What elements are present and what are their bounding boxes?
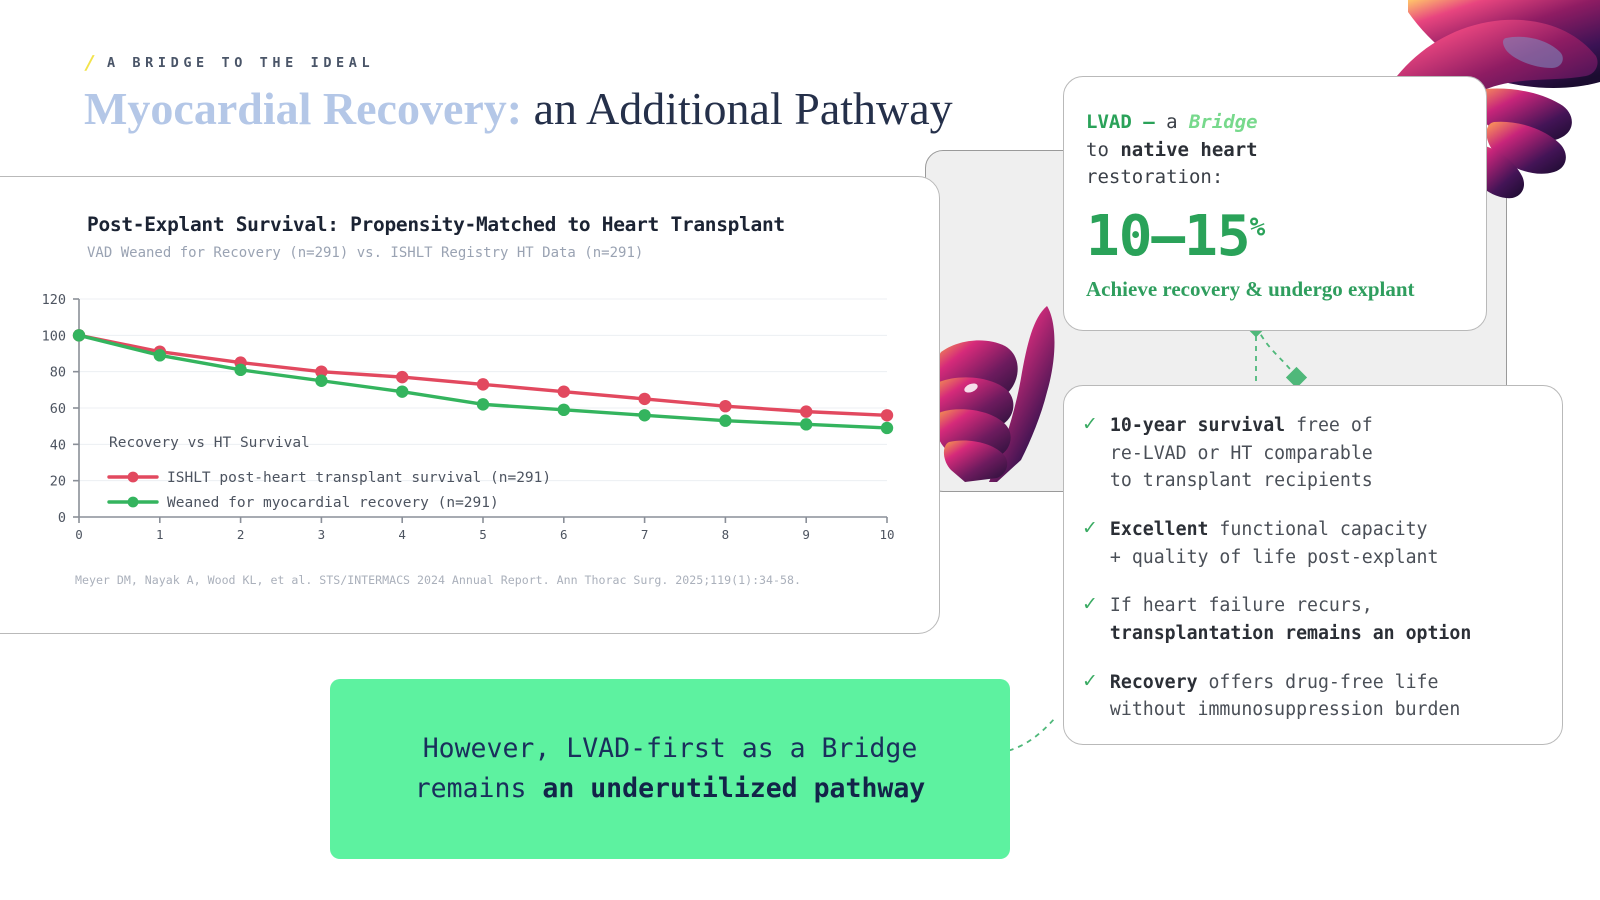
stat-lede: LVAD — a Bridge to native heart restorat… <box>1086 109 1472 192</box>
checklist-item: ✓ If heart failure recurs, transplantation… <box>1082 592 1544 647</box>
chart-data-point <box>234 363 247 377</box>
eyebrow-label: A BRIDGE TO THE IDEAL <box>106 55 375 71</box>
y-tick-label: 120 <box>42 292 66 308</box>
check-icon: ✓ <box>1082 593 1098 616</box>
chart-data-point <box>719 414 732 427</box>
checklist-emphasis: Recovery <box>1109 671 1198 693</box>
callout-text: However, LVAD-first as a Bridge remains … <box>415 729 926 809</box>
x-tick-label: 7 <box>641 527 649 542</box>
x-tick-label: 10 <box>879 527 894 542</box>
x-tick-label: 2 <box>237 527 245 542</box>
stat-value: 10–15 <box>1086 204 1251 269</box>
x-tick-label: 4 <box>398 527 406 542</box>
check-icon: ✓ <box>1082 413 1098 435</box>
chart-data-point <box>476 378 490 391</box>
x-tick-label: 9 <box>802 527 810 542</box>
checklist: ✓ 10-year survival free of re-LVAD or HT c… <box>1082 412 1544 724</box>
check-icon: ✓ <box>1082 669 1098 692</box>
checklist-plain: re-LVAD or HT comparable to transplant re… <box>1109 442 1373 492</box>
y-tick-label: 40 <box>50 437 66 453</box>
chart-data-point <box>800 418 813 431</box>
chart-card: Post-Explant Survival: Propensity-Matche… <box>0 176 940 634</box>
stat-big-number: 10–15% <box>1086 209 1265 265</box>
x-tick-label: 8 <box>722 527 730 542</box>
chart-svg: 0 20 40 60 80 100 120 0 1 2 3 4 5 6 7 8 9 10 Recovery vs H… <box>42 292 895 542</box>
stat-card: LVAD — a Bridge to native heart restorat… <box>1063 76 1487 331</box>
stat-lede-a: a <box>1154 111 1189 133</box>
page-title-accent: Myocardial Recovery: <box>84 83 523 134</box>
chart-data-point <box>638 409 651 422</box>
chart-data-point <box>72 329 86 342</box>
checklist-item: ✓ 10-year survival free of re-LVAD or HT c… <box>1082 412 1544 495</box>
stat-lede-b-bold: native heart <box>1120 138 1258 161</box>
checklist-item-text: If heart failure recurs, transplantation … <box>1110 592 1471 647</box>
page-title-rest: an Additional Pathway <box>522 83 953 134</box>
y-tick-label: 100 <box>42 328 66 344</box>
chart-data-point <box>880 421 894 435</box>
chart-data-point <box>638 392 651 406</box>
checklist-emphasis: 10-year survival <box>1109 415 1286 436</box>
chart-data-point <box>880 409 894 422</box>
stat-lede-keyword: LVAD — <box>1086 111 1155 133</box>
chart-data-point <box>315 365 328 378</box>
checklist-item-text: Recovery offers drug-free life without im… <box>1110 669 1460 724</box>
checklist-emphasis: transplantation remains an option <box>1109 622 1472 644</box>
stat-unit: % <box>1249 212 1266 243</box>
chart-legend-title: Recovery vs HT Survival <box>109 435 310 451</box>
y-tick-label: 20 <box>50 474 66 490</box>
checklist-item: ✓ Recovery offers drug-free life without i… <box>1082 669 1544 724</box>
x-tick-label: 6 <box>560 527 568 542</box>
stat-lede-c: restoration: <box>1086 166 1224 189</box>
checklist-emphasis: Excellent <box>1109 518 1209 540</box>
chart-legend-entry: Weaned for myocardial recovery (n=291) <box>167 495 499 511</box>
chart-data-point <box>315 374 328 387</box>
checklist-plain: free of <box>1285 415 1373 436</box>
y-tick-label: 80 <box>50 365 66 381</box>
chart-data-point <box>800 405 813 418</box>
stat-footer: Achieve recovery & undergo explant <box>1086 277 1415 301</box>
x-tick-label: 5 <box>479 527 487 542</box>
checklist-plain: If heart failure recurs, <box>1109 595 1373 617</box>
chart-data-point <box>557 385 570 398</box>
checklist-plain: offers drug-free life without immunosuppr… <box>1109 671 1461 721</box>
y-tick-label: 0 <box>58 510 66 526</box>
checklist-item-text: Excellent functional capacity + quality o… <box>1110 516 1439 571</box>
slash-icon: / <box>83 52 96 74</box>
survival-line-chart: 0 20 40 60 80 100 120 0 1 2 3 4 5 6 7 8 9 10 Recovery vs H… <box>1 287 901 557</box>
chart-data-point <box>396 370 409 384</box>
chart-subtitle: VAD Weaned for Recovery (n=291) vs. ISHL… <box>87 245 644 261</box>
chart-title: Post-Explant Survival: Propensity-Matche… <box>87 213 785 236</box>
chart-citation: Meyer DM, Nayak A, Wood KL, et al. STS/I… <box>75 573 801 587</box>
stat-lede-bridge: Bridge <box>1188 111 1258 133</box>
checklist-item-text: 10-year survival free of re-LVAD or HT co… <box>1110 412 1373 495</box>
callout-line-2a: remains <box>414 773 543 804</box>
chart-data-point <box>557 403 570 417</box>
chart-data-point <box>719 399 732 413</box>
callout-box: However, LVAD-first as a Bridge remains … <box>330 679 1010 859</box>
stat-lede-b: to <box>1086 138 1121 161</box>
eyebrow: / A BRIDGE TO THE IDEAL <box>83 52 375 74</box>
chart-data-point <box>396 385 409 398</box>
page-title: Myocardial Recovery: an Additional Pathw… <box>84 82 953 136</box>
chart-data-point <box>153 349 166 362</box>
x-tick-label: 0 <box>75 527 83 542</box>
chart-legend-entry: ISHLT post-heart transplant survival (n=… <box>167 470 551 486</box>
x-tick-label: 1 <box>156 527 164 542</box>
check-icon: ✓ <box>1082 516 1098 539</box>
checklist-plain: functional capacity + quality of life pos… <box>1109 518 1439 568</box>
checklist-item: ✓ Excellent functional capacity + quality … <box>1082 516 1544 571</box>
chart-data-point <box>476 398 490 411</box>
y-tick-label: 60 <box>50 401 66 417</box>
x-tick-label: 3 <box>318 527 326 542</box>
checklist-card: ✓ 10-year survival free of re-LVAD or HT c… <box>1063 385 1563 745</box>
callout-line-2b: an underutilized pathway <box>542 773 926 804</box>
callout-line-1: However, LVAD-first as a Bridge <box>422 733 918 765</box>
